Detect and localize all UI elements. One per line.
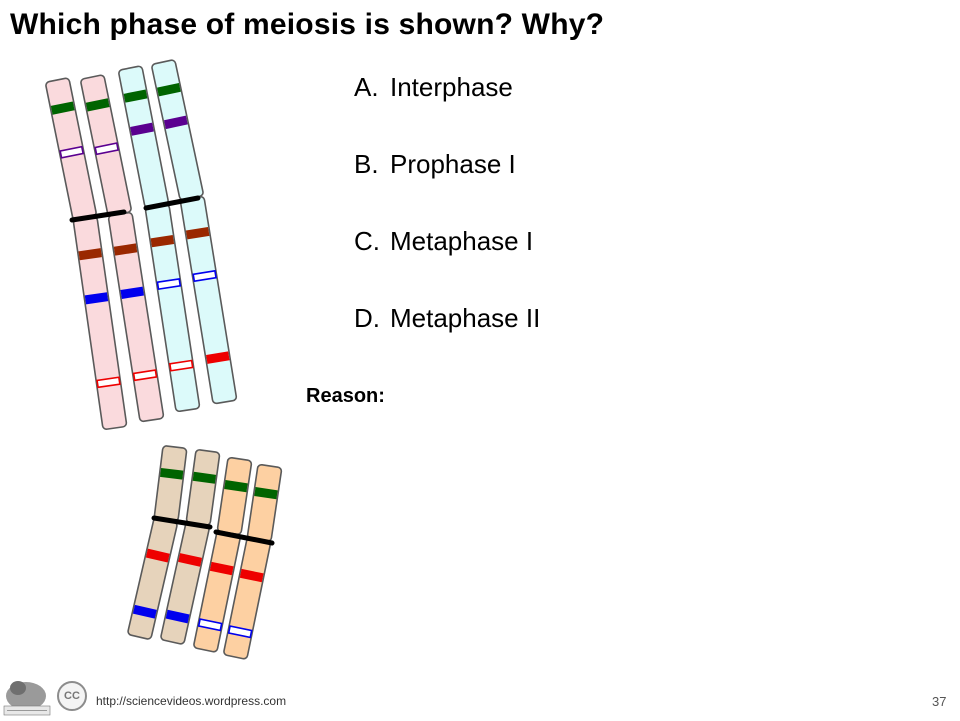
band [132,604,157,619]
band [113,243,138,256]
band [209,561,234,576]
band-hollow [96,376,121,389]
centromere [151,515,213,530]
upper-arm [185,449,221,526]
band [239,568,264,583]
band [157,82,181,97]
band [130,122,154,136]
band [185,226,210,240]
band [123,89,148,103]
option-label: Interphase [390,72,513,102]
page-number: 37 [932,694,947,709]
chromatid-cyan-2 [151,59,238,405]
option-letter: A. [354,72,379,102]
footer-url[interactable]: http://sciencevideos.wordpress.com [96,694,287,708]
band-hollow [197,618,223,632]
chromatid-tan-1 [127,445,188,640]
lower-arm [160,521,210,645]
centromere [213,529,275,546]
band [254,487,278,500]
band [120,286,144,299]
band [145,548,170,563]
band-hollow [168,359,194,372]
option-label: Metaphase I [390,226,534,256]
band [178,553,202,567]
band [165,609,190,624]
option-letter: D. [354,303,380,333]
band [150,235,175,248]
band-hollow [132,369,158,382]
upper-arm [118,65,169,209]
band [160,467,184,480]
option-letter: C. [354,226,380,256]
band-hollow [227,625,253,639]
band [206,351,230,364]
option-label: Prophase I [390,149,516,179]
lower-arm [127,517,178,640]
centromere [143,195,201,211]
lower-arm [179,195,238,405]
band-hollow [156,277,182,291]
band [224,480,248,493]
science-videos-logo-icon [2,672,54,721]
chromatid-pink-1 [45,77,128,430]
band [85,98,110,112]
option-letter: B. [354,149,379,179]
lower-arm [72,216,128,430]
slide-title: Which phase of meiosis is shown? Why? [10,8,605,41]
band-hollow [94,142,120,156]
band [78,248,102,261]
band-hollow [192,269,217,283]
chromatid-peach-1 [193,456,253,653]
tetrads [45,59,283,660]
option-label: Metaphase II [390,303,541,333]
band [50,101,75,115]
option-a[interactable]: A. Interphase [354,72,513,103]
chromatid-tan-2 [160,449,221,645]
chromatid-arm [246,463,283,543]
upper-arm [246,463,283,543]
band [192,471,217,484]
chromatid-arm [153,445,188,522]
centromere [69,209,127,223]
upper-arm [153,445,188,522]
upper-arm [216,456,253,536]
chromatid-arm [216,456,253,536]
band [84,292,109,305]
band [163,115,188,130]
chromatid-cyan-1 [118,65,201,413]
reason-label: Reason: [306,385,385,407]
option-b[interactable]: B. Prophase I [354,149,516,180]
option-c[interactable]: C. Metaphase I [354,226,533,257]
band-hollow [59,145,85,159]
chromatid-peach-2 [223,463,283,660]
chromatid-arm [185,449,221,526]
option-d[interactable]: D. Metaphase II [354,303,540,334]
cc-license-icon: CC [57,681,87,711]
